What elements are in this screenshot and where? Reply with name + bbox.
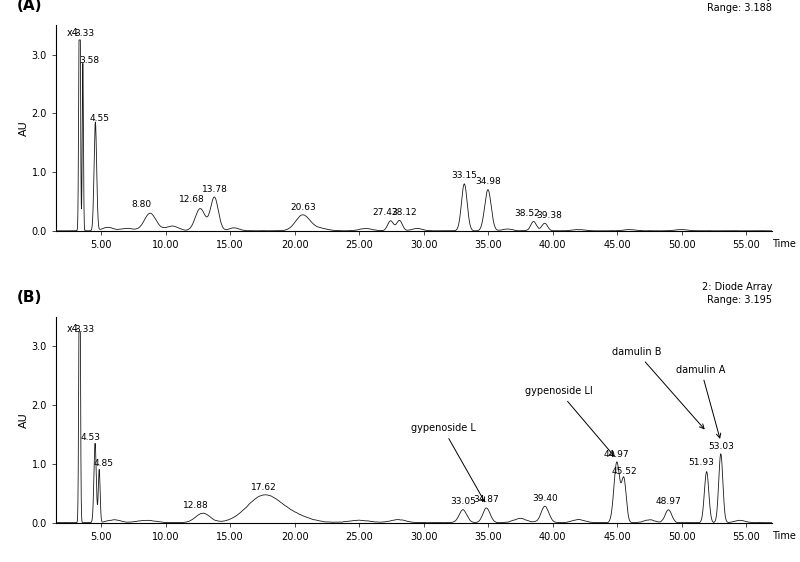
Text: 28.12: 28.12 — [391, 208, 417, 217]
Text: 3.33: 3.33 — [74, 29, 94, 38]
Text: Time: Time — [772, 531, 796, 541]
Text: 2: Diode Array
Range: 3.188: 2: Diode Array Range: 3.188 — [702, 0, 772, 13]
Text: gypenoside L: gypenoside L — [410, 423, 485, 502]
Text: 39.40: 39.40 — [532, 493, 558, 502]
Text: 12.88: 12.88 — [182, 501, 208, 510]
Text: 8.80: 8.80 — [131, 200, 151, 209]
Text: 17.62: 17.62 — [251, 483, 277, 492]
Text: 20.63: 20.63 — [290, 203, 316, 212]
Text: 34.87: 34.87 — [474, 495, 499, 504]
Text: 48.97: 48.97 — [655, 497, 682, 506]
Text: 27.43: 27.43 — [372, 208, 398, 217]
Text: damulin B: damulin B — [612, 347, 704, 429]
Text: 2: Diode Array
Range: 3.195: 2: Diode Array Range: 3.195 — [702, 282, 772, 305]
Text: Time: Time — [772, 239, 796, 249]
Y-axis label: AU: AU — [19, 120, 29, 136]
Text: 39.38: 39.38 — [536, 211, 562, 220]
Text: 51.93: 51.93 — [688, 459, 714, 468]
Text: 38.52: 38.52 — [514, 209, 540, 218]
Y-axis label: AU: AU — [19, 412, 29, 428]
Text: 4.55: 4.55 — [90, 114, 110, 123]
Text: 3.58: 3.58 — [79, 56, 99, 65]
Text: (B): (B) — [17, 290, 42, 305]
Text: 44.97: 44.97 — [604, 450, 630, 459]
Text: damulin A: damulin A — [676, 365, 726, 438]
Text: 34.98: 34.98 — [475, 177, 501, 186]
Text: 53.03: 53.03 — [708, 442, 734, 451]
Text: 4.85: 4.85 — [94, 459, 114, 468]
Text: 12.68: 12.68 — [178, 196, 204, 205]
Text: 13.78: 13.78 — [202, 185, 227, 194]
Text: 33.05: 33.05 — [450, 497, 476, 506]
Text: 3.33: 3.33 — [74, 325, 94, 334]
Text: x4: x4 — [67, 324, 78, 334]
Text: (A): (A) — [17, 0, 42, 13]
Text: 45.52: 45.52 — [611, 467, 637, 476]
Text: 33.15: 33.15 — [451, 171, 478, 180]
Text: x4: x4 — [67, 28, 78, 38]
Text: gypenoside LI: gypenoside LI — [526, 387, 614, 456]
Text: 4.53: 4.53 — [81, 433, 101, 442]
